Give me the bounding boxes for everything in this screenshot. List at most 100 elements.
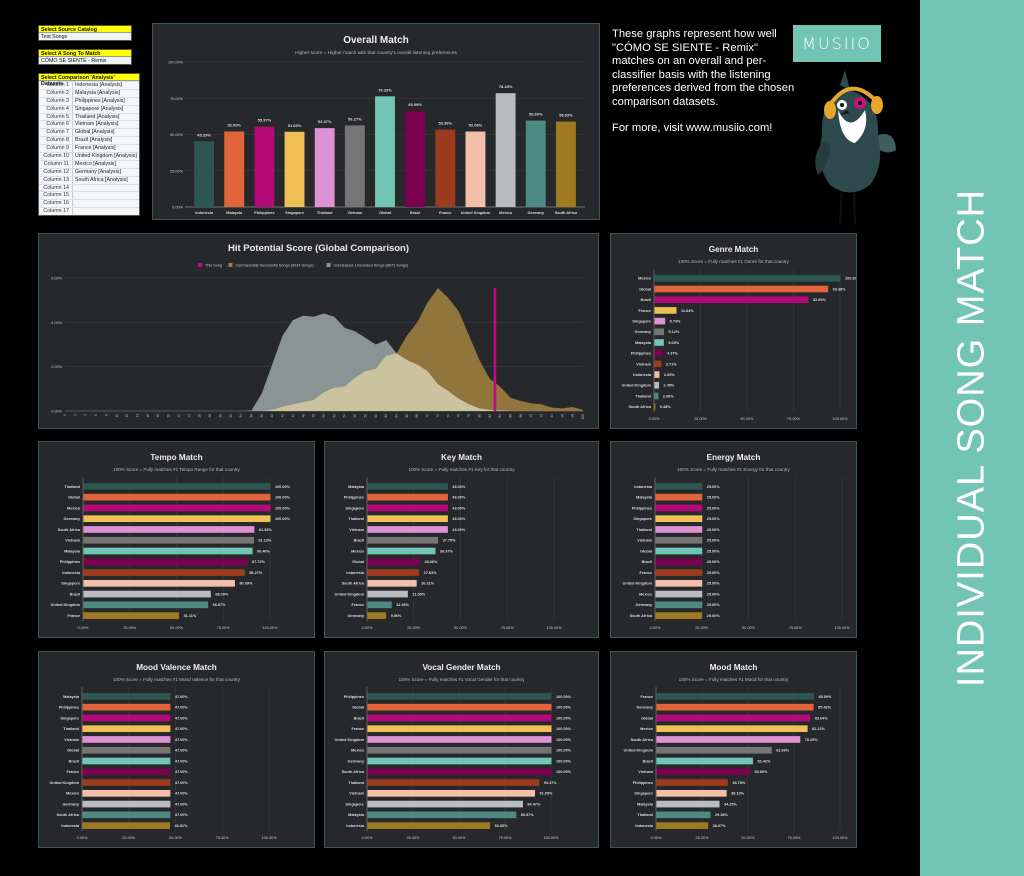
data-label: 66.09% (408, 102, 422, 107)
chart-title: Tempo Match (150, 453, 202, 462)
x-tick-label: 30 (218, 414, 222, 418)
dataset-dropdown[interactable] (73, 200, 75, 207)
data-label: 5.12% (669, 330, 680, 334)
dataset-dropdown[interactable]: Germany [Analysis] (75, 168, 121, 175)
dataset-column-label: Column 9 (39, 145, 73, 153)
data-label: 91.13% (258, 539, 272, 543)
song-dropdown[interactable]: CÓMO SE SIENTE - Remix (39, 57, 131, 64)
data-label: 47.00% (175, 781, 189, 785)
y-tick-label: Philippines (631, 352, 651, 356)
chart-title: Energy Match (707, 453, 761, 462)
dataset-dropdown[interactable]: France [Analysis] (75, 145, 116, 152)
bar (654, 307, 677, 314)
dataset-row: Column 16 (39, 199, 139, 208)
dataset-row: Column 2 Malaysia [Analysis] (39, 88, 139, 97)
y-tick-label: France (640, 571, 652, 575)
x-tick-label: 26 (198, 414, 202, 418)
data-label: 50.80% (754, 770, 768, 774)
bar (83, 579, 235, 587)
dataset-dropdown[interactable]: Brazil [Analysis] (75, 137, 113, 144)
bar (83, 590, 211, 598)
bar (367, 746, 552, 754)
data-label: 82.80% (813, 298, 827, 302)
y-tick-label: 2.00% (51, 365, 62, 369)
bar (367, 515, 448, 523)
bar (344, 125, 365, 207)
dataset-dropdown[interactable]: United Kingdom [Analysis] (75, 153, 137, 160)
x-tick-label: 48 (312, 414, 316, 418)
bar (284, 131, 305, 207)
data-label: 47.00% (175, 759, 189, 763)
bar (655, 515, 703, 523)
legend-label: This Song (205, 264, 222, 268)
dataset-row: Column 15 (39, 191, 139, 200)
x-tick-label: 54 (343, 414, 347, 418)
dataset-dropdown[interactable]: Indonesia [Analysis] (75, 82, 123, 88)
x-tick-label: 50.00% (170, 626, 184, 630)
data-label: 87.72% (252, 560, 266, 564)
source-catalog-dropdown[interactable]: Test Songs (39, 33, 131, 40)
y-tick-label: Vietnam (65, 539, 80, 543)
dataset-dropdown[interactable] (73, 185, 75, 192)
dataset-dropdown[interactable]: South Africa [Analysis] (75, 176, 128, 183)
dataset-dropdown[interactable]: Mexico [Analysis] (75, 160, 116, 167)
data-label: 78.15% (805, 738, 819, 742)
data-label: 100.00% (556, 727, 572, 731)
chart-subtitle: 100% Score = Fully matches #1 Key for th… (408, 467, 515, 472)
y-tick-label: United Kingdom (622, 384, 652, 388)
bar (655, 483, 703, 490)
data-label: 36.37% (440, 549, 454, 553)
data-label: 100.00% (556, 716, 572, 720)
x-tick-label: 0 (63, 414, 67, 416)
dataset-row: Column 9 France [Analysis] (39, 144, 139, 153)
dataset-dropdown[interactable]: Thailand [Analysis] (75, 113, 120, 120)
dataset-dropdown[interactable]: Philippines [Analysis] (75, 97, 125, 104)
x-tick-label: 10 (115, 414, 119, 418)
bar (656, 768, 750, 776)
bar (367, 779, 540, 786)
dataset-row: Column 13 South Africa [Analysis] (39, 175, 139, 184)
x-tick-label: 25.00% (407, 836, 421, 840)
dataset-dropdown[interactable]: Global [Analysis] (75, 129, 115, 136)
dataset-dropdown[interactable] (73, 192, 75, 199)
x-tick-label: 38 (260, 414, 264, 418)
bar (314, 128, 335, 207)
dataset-dropdown[interactable] (73, 208, 75, 215)
y-tick-label: Germany (348, 614, 365, 618)
bar (655, 569, 703, 576)
bar (656, 779, 728, 786)
bar (367, 536, 439, 544)
dataset-column-label: Column 12 (39, 168, 73, 176)
x-tick-label: 25.00% (696, 836, 710, 840)
dataset-dropdown[interactable]: Malaysia [Analysis] (75, 89, 121, 96)
data-label: 26.31% (421, 582, 435, 586)
x-tick-label: 0.00% (649, 417, 660, 421)
y-tick-label: Malaysia (64, 549, 81, 553)
data-label: 52.09% (227, 122, 241, 127)
x-tick-label: 8 (104, 414, 108, 416)
dataset-column-label: Column 5 (39, 113, 73, 121)
data-label: 85.59% (818, 695, 832, 699)
x-tick-label: 0.00% (362, 626, 373, 630)
y-tick-label: Global (639, 287, 651, 291)
chart-title: Key Match (441, 453, 482, 462)
bar (367, 558, 420, 566)
x-tick-label: 25.00% (407, 626, 421, 630)
y-tick-label: Philippines (60, 560, 80, 564)
bar (367, 714, 552, 722)
y-tick-label: Thailand (636, 528, 652, 532)
bar (654, 339, 664, 346)
data-label: 47.00% (175, 802, 189, 806)
y-tick-label: Singapore (345, 506, 364, 510)
title-band (920, 0, 1024, 876)
x-tick-label: 96 (560, 414, 564, 418)
dataset-dropdown[interactable]: Singapore [Analysis] (75, 105, 124, 112)
data-label: 62.66% (776, 749, 790, 753)
y-tick-label: Vietnam (636, 362, 651, 366)
y-tick-label: Thailand (63, 727, 79, 731)
y-tick-label: Global (68, 496, 80, 500)
chart-title: Vocal Gender Match (422, 663, 500, 672)
dataset-dropdown[interactable]: Vietnam [Analysis] (75, 121, 119, 128)
y-tick-label: South Africa (629, 405, 652, 409)
chart-subtitle: 100% Score = Fully matches #1 Mood for t… (679, 677, 789, 682)
